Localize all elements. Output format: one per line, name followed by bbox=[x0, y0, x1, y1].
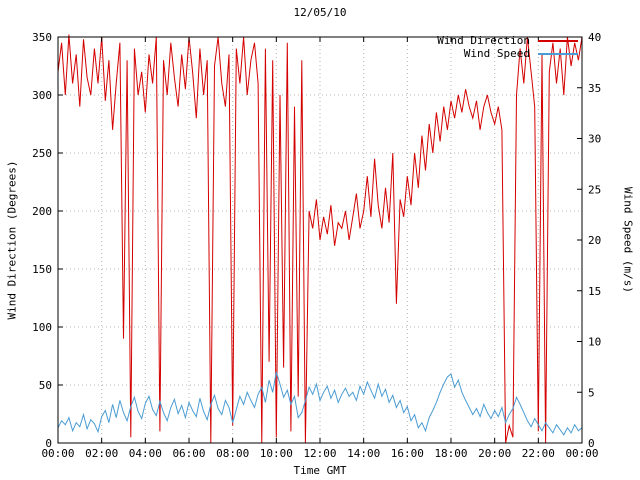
x-tick-label: 00:00 bbox=[41, 447, 74, 460]
x-tick-label: 06:00 bbox=[172, 447, 205, 460]
x-tick-label: 14:00 bbox=[347, 447, 380, 460]
x-tick-label: 00:00 bbox=[565, 447, 598, 460]
legend-entry-wind-speed: Wind Speed bbox=[437, 47, 578, 60]
y-right-tick-label: 10 bbox=[588, 336, 601, 349]
x-tick-label: 12:00 bbox=[303, 447, 336, 460]
x-tick-label: 04:00 bbox=[129, 447, 162, 460]
y-right-tick-label: 40 bbox=[588, 31, 601, 44]
legend-label-wind-speed: Wind Speed bbox=[463, 47, 530, 60]
y-left-tick-label: 250 bbox=[32, 147, 52, 160]
y-right-tick-label: 30 bbox=[588, 133, 601, 146]
x-tick-label: 08:00 bbox=[216, 447, 249, 460]
y-left-tick-label: 0 bbox=[45, 437, 52, 450]
y-right-tick-label: 0 bbox=[588, 437, 595, 450]
x-tick-label: 20:00 bbox=[478, 447, 511, 460]
series-line-wind-speed bbox=[57, 371, 583, 436]
y-right-tick-label: 25 bbox=[588, 183, 601, 196]
x-axis-label: Time GMT bbox=[293, 464, 347, 477]
y-axis-label-right: Wind Speed (m/s) bbox=[621, 187, 635, 293]
y-left-tick-label: 150 bbox=[32, 263, 52, 276]
x-tick-label: 16:00 bbox=[391, 447, 424, 460]
y-right-tick-label: 35 bbox=[588, 82, 601, 95]
y-left-tick-label: 350 bbox=[32, 31, 52, 44]
x-tick-label: 18:00 bbox=[434, 447, 467, 460]
legend-sample-wind-speed bbox=[538, 52, 578, 55]
y-left-tick-label: 300 bbox=[32, 89, 52, 102]
legend-sample-wind-direction bbox=[538, 39, 578, 42]
y-right-tick-label: 15 bbox=[588, 285, 601, 298]
y-right-tick-label: 20 bbox=[588, 234, 601, 247]
legend-entry-wind-direction: Wind Direction bbox=[437, 34, 578, 47]
y-right-tick-label: 5 bbox=[588, 386, 595, 399]
legend-label-wind-direction: Wind Direction bbox=[437, 34, 530, 47]
y-left-tick-label: 200 bbox=[32, 205, 52, 218]
chart-title: 12/05/10 bbox=[293, 6, 347, 19]
x-tick-label: 10:00 bbox=[260, 447, 293, 460]
series-line-wind-direction bbox=[57, 34, 583, 444]
legend: Wind Direction Wind Speed bbox=[437, 34, 578, 60]
y-axis-label-left: Wind Direction (Degrees) bbox=[5, 160, 19, 320]
x-tick-label: 02:00 bbox=[85, 447, 118, 460]
y-left-tick-label: 50 bbox=[39, 379, 52, 392]
y-left-tick-label: 100 bbox=[32, 321, 52, 334]
x-tick-label: 22:00 bbox=[522, 447, 555, 460]
